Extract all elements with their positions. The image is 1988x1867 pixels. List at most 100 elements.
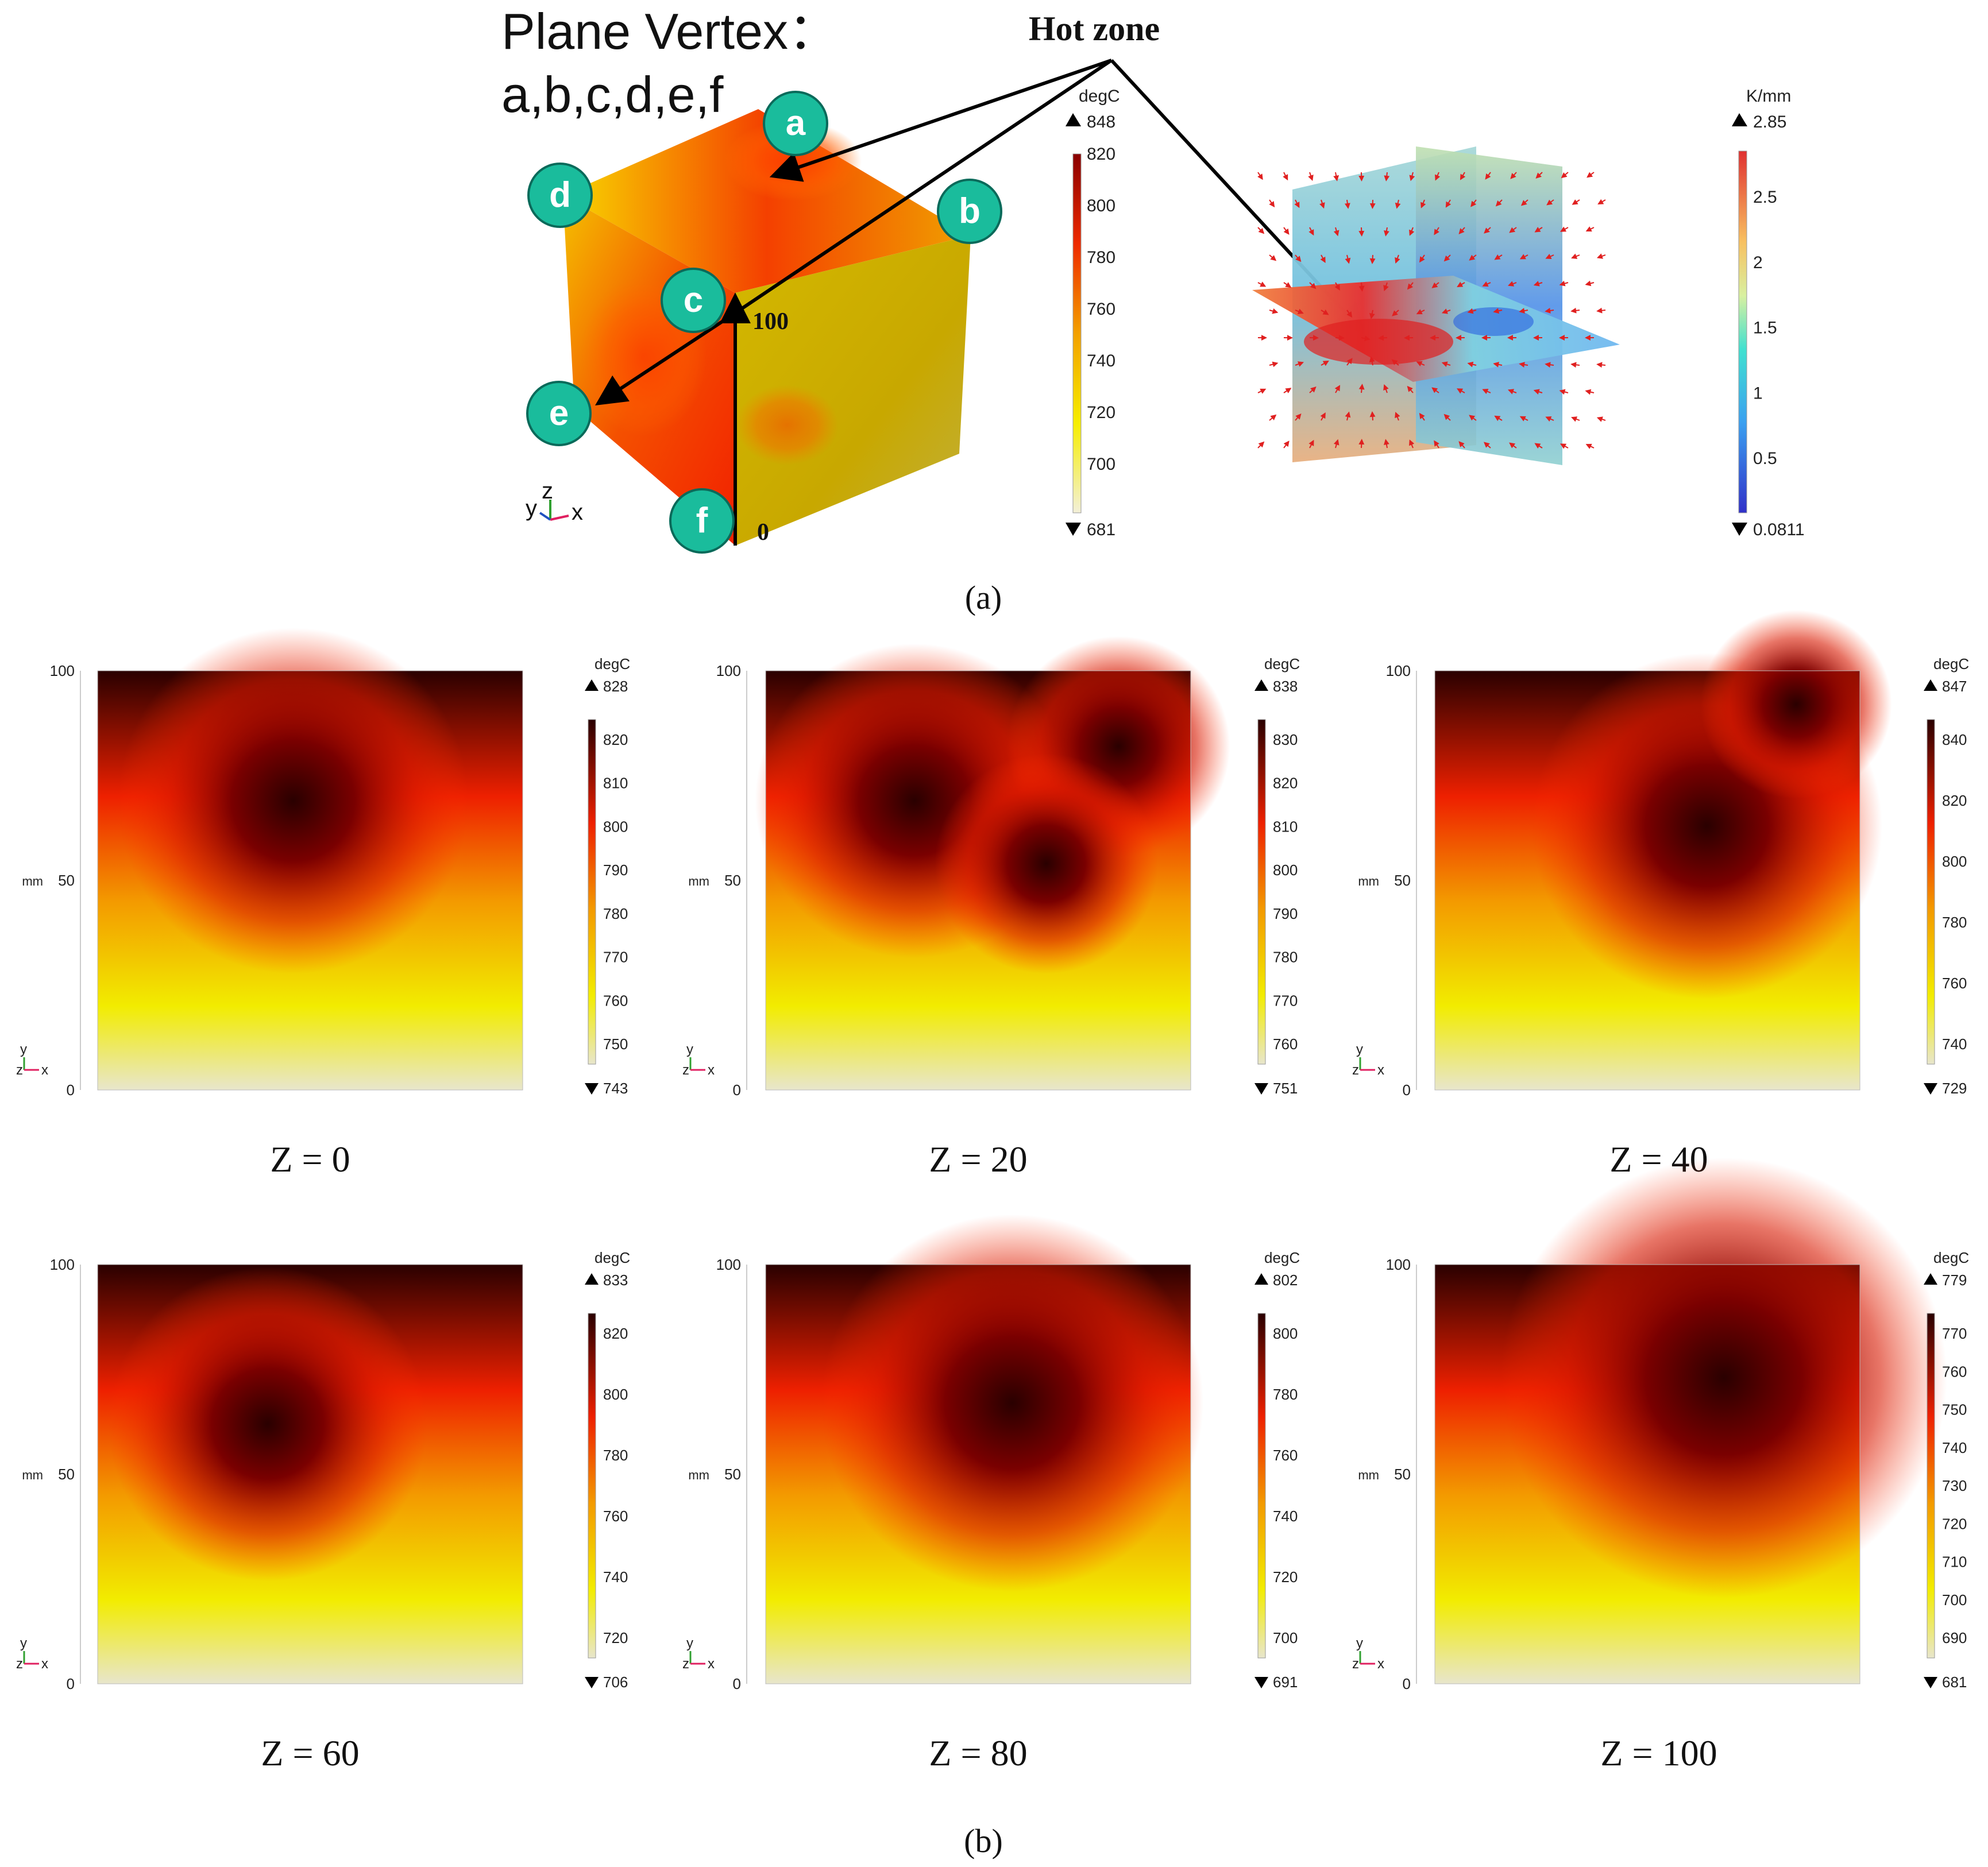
colorbar-tick: 780 <box>603 1447 628 1464</box>
colorbar-tick: 820 <box>603 731 628 748</box>
colorbar-tick: 720 <box>603 1629 628 1646</box>
gradient-vector-arrow-76 <box>1416 309 1425 315</box>
hot-spot-0 <box>118 628 469 974</box>
gradient-vector-arrow-124 <box>1559 389 1569 395</box>
edge-label-bottom: 0 <box>757 519 769 546</box>
vertex-marker-a: a <box>763 91 828 156</box>
z-level-label: Z = 20 <box>929 1139 1027 1180</box>
gradient-vector-arrow-134 <box>1469 415 1477 421</box>
vertex-marker-f: f <box>669 488 735 554</box>
gradient-vector-arrow-72 <box>1321 309 1329 315</box>
y-tick-label: 0 <box>733 1675 741 1692</box>
grad-colorbar-tick-4: 0.5 <box>1753 449 1777 468</box>
gradient-vector-arrow-142 <box>1308 439 1314 449</box>
gradient-vector-arrow-149 <box>1484 442 1491 449</box>
colorbar-min: 743 <box>603 1080 628 1097</box>
gradient-vector-arrow-140 <box>1257 441 1265 449</box>
gradient-vector-arrow-151 <box>1534 443 1543 449</box>
axis-x-label: x <box>708 1062 715 1078</box>
gradient-vector-arrow-24 <box>1520 199 1528 206</box>
gradient-vector-arrow-126 <box>1269 414 1277 421</box>
gradient-vector-arrow-41 <box>1585 226 1595 232</box>
y-tick-label: 50 <box>1394 872 1411 889</box>
gradient-vector-arrow-88 <box>1361 335 1371 342</box>
temp-colorbar-tick-2: 780 <box>1087 248 1115 267</box>
gradient-vector-arrow-108 <box>1519 362 1528 368</box>
colorbar-max: 828 <box>603 678 628 695</box>
colorbar-tick: 760 <box>603 1507 628 1525</box>
gradient-vector-arrow-37 <box>1484 227 1491 234</box>
gradient-vector-arrow-1 <box>1283 172 1288 181</box>
colorbar-tick: 830 <box>1273 731 1298 748</box>
colorbar-tick: 800 <box>1942 853 1967 870</box>
gradient-vector-arrow-57 <box>1283 282 1292 288</box>
gradient-vector-arrow-144 <box>1358 439 1365 449</box>
colorbar-tick: 810 <box>603 775 628 792</box>
gradient-vector-arrow-21 <box>1445 199 1452 208</box>
gradient-vector-arrow-53 <box>1545 253 1554 260</box>
colorbar-tick: 800 <box>1273 861 1298 879</box>
gradient-vector-arrow-62 <box>1407 282 1414 290</box>
axis-x-label: x <box>1377 1062 1384 1078</box>
gradient-vector-arrow-128 <box>1320 412 1326 421</box>
vertex-label-a: a <box>786 103 806 143</box>
cube-right-face <box>735 235 971 546</box>
gradient-vector-arrow-112 <box>1257 388 1267 394</box>
gradient-vector-arrow-60 <box>1358 282 1365 292</box>
colorbar-gradient <box>1257 719 1266 1065</box>
gradient-vector-arrow-115 <box>1334 385 1341 393</box>
gradient-vector-arrow-102 <box>1369 356 1375 366</box>
y-axis-unit: mm <box>1358 1468 1379 1482</box>
gradient-vector-arrow-17 <box>1344 199 1350 209</box>
z-level-label: Z = 60 <box>261 1733 359 1773</box>
hot-spot-0 <box>108 1266 427 1582</box>
gradient-vector-arrow-38 <box>1509 227 1517 233</box>
y-tick-label: 50 <box>58 1466 75 1483</box>
gradient-vector-arrow-7 <box>1435 172 1441 181</box>
y-axis-unit: mm <box>1358 874 1379 888</box>
gradient-vector-arrow-100 <box>1321 361 1329 366</box>
colorbar-tick: 730 <box>1942 1477 1967 1494</box>
colorbar-gradient <box>1927 719 1935 1065</box>
gradient-vector-arrow-74 <box>1369 310 1375 319</box>
colorbar-tick: 780 <box>1273 1386 1298 1403</box>
gradient-vector-arrow-101 <box>1346 358 1353 366</box>
gradient-vector-arrow-29 <box>1283 227 1290 235</box>
gradient-vector-arrow-130 <box>1369 411 1376 421</box>
colorbar-tick: 760 <box>1273 1035 1298 1053</box>
gradient-vector-arrow-138 <box>1571 416 1580 422</box>
gradient-vector-arrow-110 <box>1570 362 1580 368</box>
vertex-label-d: d <box>549 175 571 215</box>
axis-triad-a: y z x <box>526 478 583 525</box>
gradient-vector-arrow-59 <box>1334 282 1340 291</box>
hot-spot-1 <box>1700 610 1892 799</box>
gradient-vector-arrow-75 <box>1392 310 1399 316</box>
z-level-label: Z = 100 <box>1600 1733 1717 1773</box>
colorbar-tick: 820 <box>1273 775 1298 792</box>
gradient-vector-arrow-133 <box>1443 413 1451 421</box>
gradient-vector-arrow-109 <box>1545 362 1554 368</box>
gradient-vector-arrow-36 <box>1458 227 1465 235</box>
gradient-vector-arrow-83 <box>1596 307 1606 314</box>
axis-y-label: y <box>20 1042 27 1057</box>
cube-top-face <box>563 109 971 293</box>
gradient-vector-arrow-16 <box>1319 199 1325 209</box>
hot-spot-0 <box>1500 1157 1947 1598</box>
gradient-vector-arrow-116 <box>1358 384 1365 393</box>
colorbar-tick: 760 <box>603 992 628 1009</box>
gradient-vector-arrow-139 <box>1596 416 1606 422</box>
axis-y-label: y <box>686 1042 693 1057</box>
colorbar-min: 751 <box>1273 1080 1298 1097</box>
part-a: Plane Vertex： a,b,c,d,e,f Hot zone 100 0… <box>501 3 1805 616</box>
colorbar-tick: 790 <box>603 861 628 879</box>
y-tick-label: 100 <box>50 662 75 679</box>
gradient-vector-arrow-19 <box>1395 199 1401 209</box>
colorbar-tick: 770 <box>603 949 628 966</box>
gradient-vector-arrow-137 <box>1545 416 1554 422</box>
colorbar-tick: 720 <box>1942 1515 1967 1532</box>
gradient-vector-arrow-44 <box>1320 254 1326 264</box>
colorbar-tick: 710 <box>1942 1553 1967 1571</box>
gradient-vector-arrow-150 <box>1509 442 1517 449</box>
gradient-vector-arrow-32 <box>1358 227 1365 237</box>
y-tick-label: 50 <box>58 872 75 889</box>
